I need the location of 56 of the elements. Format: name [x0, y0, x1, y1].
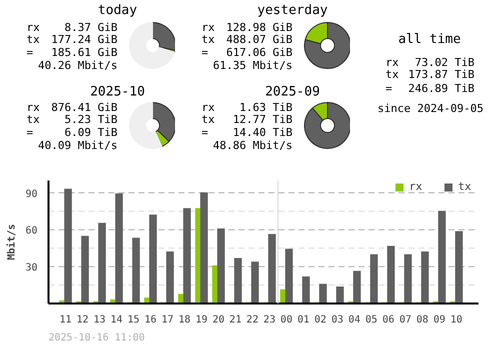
x-tick-label: 13 [93, 314, 106, 326]
x-tick-label: 08 [416, 314, 428, 326]
text: since 2024-09-05 [378, 102, 484, 115]
x-tick-label: 00 [280, 314, 292, 326]
y-tick-label: 60 [25, 226, 38, 237]
x-tick-label: 02 [314, 314, 326, 326]
text: tx 488.07 GiB [202, 33, 293, 46]
x-tick-label: 06 [382, 314, 394, 326]
text: = 246.89 TiB [386, 82, 475, 95]
text: 40.26 Mbit/s [38, 59, 118, 72]
text: 40.09 Mbit/s [38, 139, 118, 152]
x-tick-label: 18 [178, 314, 190, 326]
text: rx 73.02 TiB [386, 56, 475, 69]
x-tick-label: 20 [212, 314, 224, 326]
y-tick-label: 30 [25, 262, 38, 274]
x-tick-label: 23 [263, 314, 276, 326]
text: tx 12.77 TiB [202, 113, 293, 126]
legend-label: rx [409, 180, 424, 193]
chart-title: yesterday [257, 3, 328, 18]
legend-label: tx [458, 180, 472, 193]
x-tick-label: 09 [433, 314, 446, 326]
x-tick-label: 07 [399, 314, 412, 326]
text: = 6.09 TiB [26, 126, 118, 139]
x-tick-label: 04 [348, 314, 360, 326]
text: 48.86 Mbit/s [213, 139, 293, 152]
chart-title: today [98, 3, 138, 18]
text: tx 177.24 GiB [26, 33, 118, 46]
text: tx 5.23 TiB [26, 113, 118, 126]
text: = 185.61 GiB [26, 46, 118, 59]
text: rx 876.41 GiB [26, 101, 118, 114]
text: = 14.40 TiB [202, 126, 293, 139]
text: rx 8.37 GiB [26, 21, 118, 34]
text: = 617.06 GiB [202, 46, 293, 59]
x-tick-label: 14 [110, 314, 123, 326]
text: tx 173.87 TiB [386, 68, 475, 81]
chart-title: 2025-10 [90, 84, 145, 100]
x-tick-label: 19 [195, 314, 208, 326]
text: rx 1.63 TiB [202, 101, 293, 114]
x-tick-label: 03 [331, 314, 344, 326]
chart-title: 2025-09 [265, 84, 320, 100]
x-tick-label: 17 [161, 314, 174, 326]
x-tick-label: 21 [229, 314, 242, 326]
x-tick-label: 01 [297, 314, 310, 326]
x-tick-label: 11 [59, 314, 72, 326]
x-tick-label: 10 [450, 314, 462, 326]
x-tick-label: 22 [246, 314, 258, 326]
x-tick-label: 05 [365, 314, 378, 326]
text: 61.35 Mbit/s [213, 59, 293, 72]
y-tick-label: 90 [25, 188, 38, 200]
y-axis-title: Mbit/s [5, 224, 18, 260]
text: 2025-10-16 11:00 [48, 332, 145, 344]
text: all time [398, 32, 461, 47]
x-tick-label: 12 [76, 314, 89, 326]
x-tick-label: 16 [144, 314, 157, 326]
x-tick-label: 15 [127, 314, 140, 326]
text: rx 128.98 GiB [202, 21, 293, 34]
